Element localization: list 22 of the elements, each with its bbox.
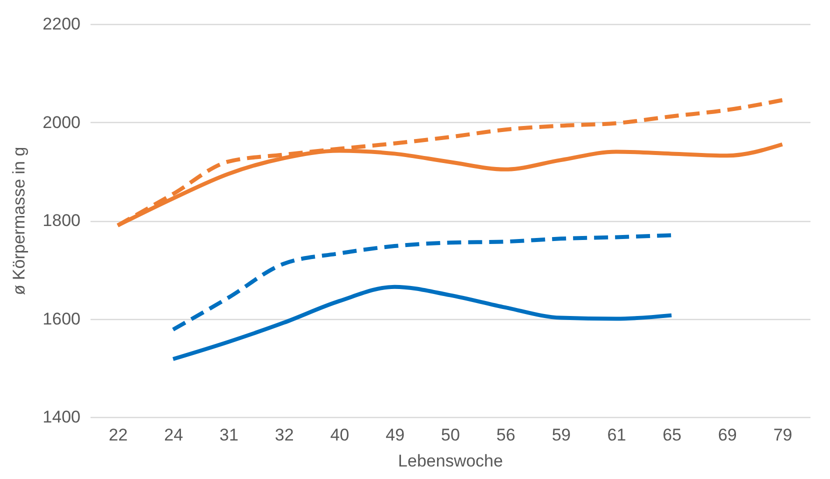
y-tick-label: 2000 [42, 112, 80, 132]
y-axis-title: ø Körpermasse in g [10, 146, 29, 296]
x-tick-label: 24 [164, 426, 184, 444]
y-tick-label: 1800 [42, 211, 80, 230]
x-tick-label: 61 [607, 426, 626, 444]
line-series [171, 284, 674, 362]
x-tick-label: 56 [496, 426, 516, 444]
x-tick-label: 69 [718, 426, 737, 444]
x-tick-label: 79 [773, 426, 792, 444]
x-axis-title: Lebenswoche [398, 452, 503, 470]
y-tick-label: 1600 [42, 309, 80, 328]
x-tick-label: 40 [330, 426, 350, 444]
line-series [171, 233, 674, 332]
x-tick-label: 32 [274, 426, 294, 444]
y-tick-label: 2200 [42, 14, 80, 34]
x-tick-label: 22 [108, 426, 128, 444]
x-tick-label: 31 [220, 426, 238, 444]
y-tick-label: 1400 [42, 408, 80, 426]
x-tick-label: 50 [441, 426, 460, 444]
x-tick-label: 65 [662, 426, 682, 444]
x-tick-label: 49 [386, 426, 405, 444]
x-tick-label: 59 [552, 426, 571, 444]
